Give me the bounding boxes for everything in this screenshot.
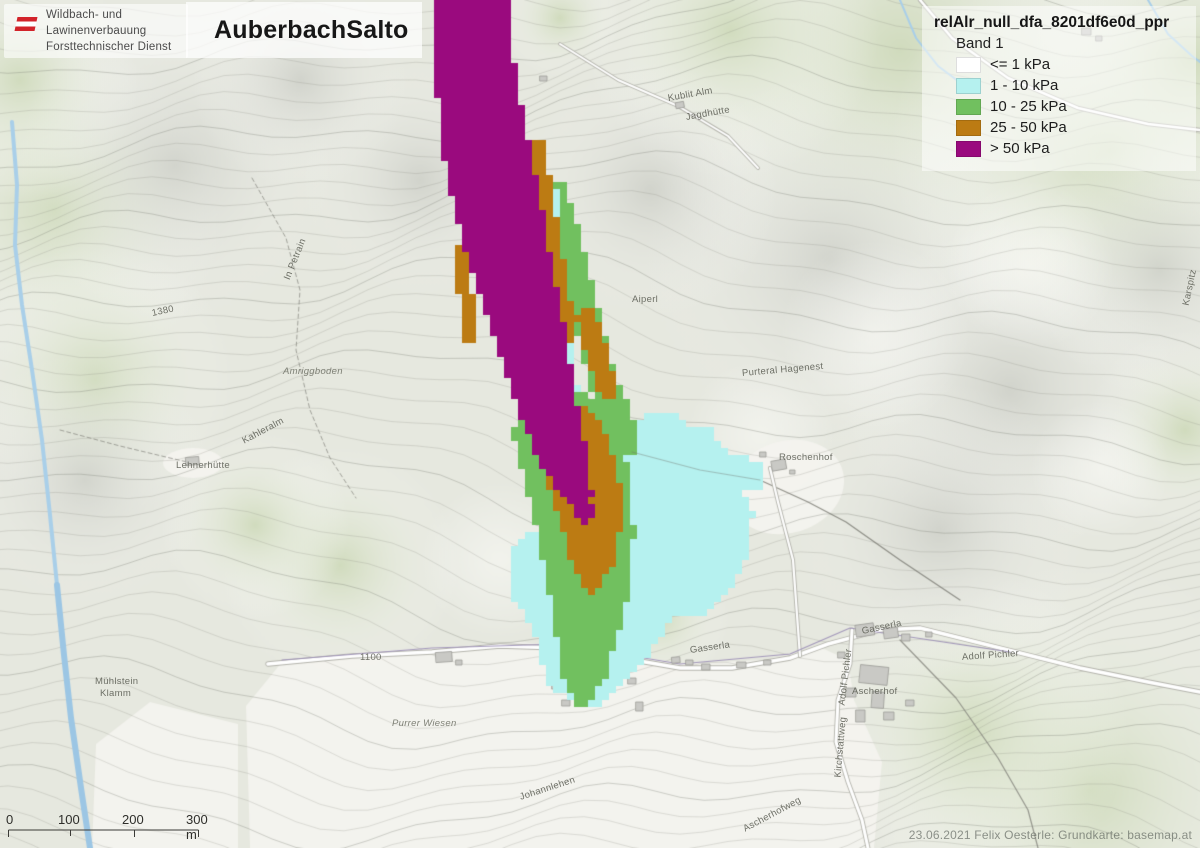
legend-label: 25 - 50 kPa	[990, 119, 1067, 136]
legend-label: 1 - 10 kPa	[990, 77, 1059, 94]
legend-title: relAlr_null_dfa_8201df6e0d_ppr	[934, 14, 1170, 31]
legend-band-label: Band 1	[956, 35, 1004, 52]
legend-label: <= 1 kPa	[990, 56, 1051, 73]
agency-line-1: Wildbach- und	[46, 8, 123, 21]
map-title-chip: AuberbachSalto	[186, 2, 422, 58]
legend-swatch-lte1kpa	[956, 56, 981, 73]
legend-row: <= 1 kPa	[934, 56, 1186, 73]
legend-label: > 50 kPa	[990, 140, 1050, 157]
attribution: 23.06.2021 Felix Oesterle: Grundkarte: b…	[908, 828, 1192, 842]
agency-name: Wildbach- und Lawinenverbauung Forsttech…	[46, 7, 171, 56]
scale-bar: 0 100 200 300 m	[6, 812, 220, 842]
legend-row: > 50 kPa	[934, 140, 1186, 157]
legend-row: 1 - 10 kPa	[934, 77, 1186, 94]
legend-swatch-10-25kpa	[956, 98, 981, 115]
agency-logo-chip: Wildbach- und Lawinenverbauung Forsttech…	[4, 4, 188, 58]
legend-row: 25 - 50 kPa	[934, 119, 1186, 136]
scale-tick-label: 100	[58, 812, 80, 827]
legend-panel: relAlr_null_dfa_8201df6e0d_ppr Band 1 <=…	[922, 6, 1196, 171]
legend-swatch-gt50kpa	[956, 140, 981, 157]
legend-swatch-1-10kpa	[956, 77, 981, 94]
scale-tick-label: 200	[122, 812, 144, 827]
agency-line-2: Lawinenverbauung	[46, 24, 147, 37]
austria-flag-icon	[14, 17, 38, 31]
legend-label: 10 - 25 kPa	[990, 98, 1067, 115]
scale-bar-line	[8, 829, 199, 837]
scale-tick-label: 0	[6, 812, 14, 827]
legend-swatch-25-50kpa	[956, 119, 981, 136]
agency-line-3: Forsttechnischer Dienst	[46, 41, 172, 54]
legend-row: 10 - 25 kPa	[934, 98, 1186, 115]
scale-tick-label: 300 m	[186, 812, 208, 842]
page-title: AuberbachSalto	[214, 15, 409, 44]
